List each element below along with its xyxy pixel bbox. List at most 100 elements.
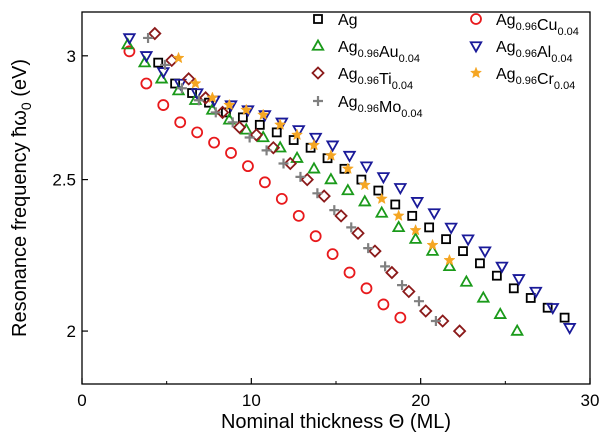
y-axis-label: Resonance frequency ħω0 (eV) [9, 59, 34, 337]
legend-marker [311, 66, 325, 80]
data-point [357, 194, 372, 207]
data-point [343, 266, 356, 279]
series-circle [123, 45, 407, 324]
data-point [341, 162, 354, 175]
data-point [278, 158, 289, 169]
data-point [510, 323, 524, 336]
data-point [442, 259, 457, 272]
data-point [275, 192, 288, 205]
data-point [291, 125, 306, 138]
data-point [374, 205, 389, 218]
legend-subscript: 0.04 [554, 80, 575, 92]
legend-subscript: 0.96 [358, 75, 379, 87]
legend-label: Ag0.96Cr0.04 [496, 66, 575, 92]
data-point [290, 128, 304, 141]
data-point [190, 88, 204, 101]
data-point [424, 222, 435, 233]
data-point [368, 244, 382, 258]
data-point [342, 150, 357, 163]
legend-element: Ag [338, 39, 358, 56]
data-point [495, 261, 509, 274]
legend-subscript: 0.96 [516, 21, 537, 33]
data-point [154, 71, 169, 84]
data-point [458, 246, 468, 257]
legend-element: Al [537, 44, 551, 61]
data-point [288, 135, 299, 145]
data-point [206, 91, 219, 104]
data-point [375, 192, 388, 205]
data-point [153, 57, 164, 68]
data-point [493, 306, 508, 319]
x-tick-label: 30 [581, 391, 600, 410]
data-point [232, 120, 247, 135]
data-point [408, 231, 423, 244]
legend-subscript: 0.04 [557, 26, 578, 38]
data-point [290, 150, 304, 163]
data-point [324, 172, 338, 185]
data-point [148, 26, 162, 41]
data-point [525, 293, 536, 303]
data-point [225, 147, 237, 159]
data-point [295, 171, 306, 182]
data-point [390, 199, 401, 210]
legend-element: Au [379, 44, 399, 61]
data-point [491, 270, 502, 281]
data-point [223, 98, 236, 111]
data-point [409, 223, 422, 236]
data-point [430, 315, 441, 326]
data-point [410, 197, 425, 209]
data-point [242, 160, 254, 173]
data-point [512, 274, 526, 287]
data-point [172, 51, 185, 64]
legend-subscript: 0.96 [358, 103, 379, 115]
data-point [271, 127, 282, 138]
series-star [172, 51, 456, 266]
data-point [529, 286, 543, 299]
data-point [359, 161, 374, 174]
data-point [215, 105, 230, 120]
y-axis-label-main: Resonance frequency ħω [9, 110, 31, 337]
data-point [444, 222, 458, 235]
x-axis-label: Nominal thickness Θ (ML) [221, 411, 451, 433]
data-point [283, 156, 298, 171]
data-point [191, 126, 204, 139]
series-diamond [148, 26, 467, 338]
legend-subscript: 0.04 [399, 53, 420, 65]
data-point [461, 234, 475, 247]
legend-element: Mo [379, 99, 401, 116]
legend-label: Ag0.96Ti0.04 [338, 66, 413, 92]
y-tick-label: 2.5 [52, 171, 76, 190]
x-tick-label: 10 [242, 391, 261, 410]
legend-element: Ag [496, 39, 516, 56]
y-axis-ticks: 22.53 [52, 47, 88, 341]
data-point [274, 118, 287, 131]
legend-element: Ti [379, 71, 392, 88]
data-point [325, 140, 340, 153]
data-point [240, 103, 253, 116]
data-point [380, 261, 391, 272]
data-point [346, 222, 357, 233]
data-point [426, 238, 439, 251]
data-point [392, 209, 405, 222]
data-point [385, 265, 399, 280]
data-point [402, 284, 416, 299]
x-tick-label: 0 [77, 391, 86, 410]
series-layer [120, 26, 577, 338]
data-point [478, 246, 492, 259]
x-axis-ticks: 0 10 20 30 [77, 378, 599, 410]
y-axis-label-unit: (eV) [9, 59, 31, 102]
data-point [326, 248, 339, 261]
data-point [189, 77, 202, 89]
data-point [394, 311, 407, 324]
data-point [193, 95, 204, 106]
legend-label: Ag0.96Au0.04 [338, 39, 420, 65]
data-point [545, 303, 560, 316]
data-point [312, 188, 323, 199]
data-point [562, 323, 577, 336]
data-point [324, 149, 338, 161]
data-point [435, 314, 450, 328]
data-point [257, 108, 270, 121]
data-point [418, 304, 433, 318]
data-point [459, 274, 474, 287]
